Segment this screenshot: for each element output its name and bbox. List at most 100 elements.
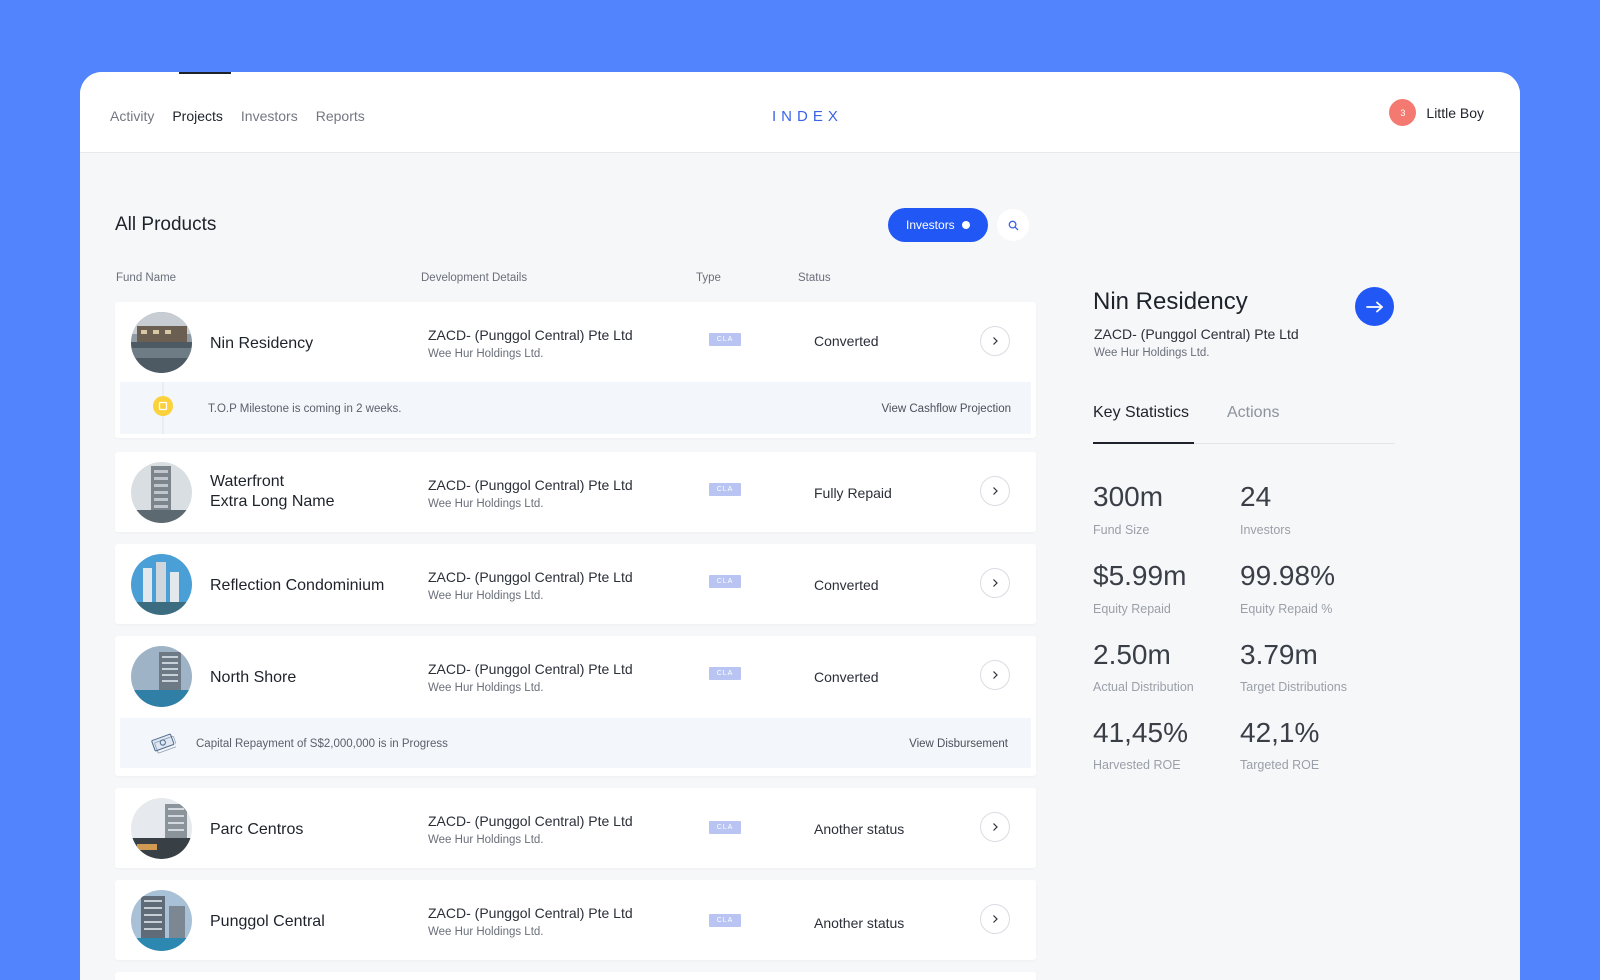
note-text: Capital Repayment of S$2,000,000 is in P… [196,738,448,750]
milestone-icon [153,382,173,434]
stat-label: Equity Repaid % [1240,602,1333,616]
status-text: Converted [814,669,879,685]
chevron-right-icon [993,671,998,679]
development-name: ZACD- (Punggol Central) Pte Ltd [428,661,633,677]
stat-label: Targeted ROE [1240,758,1320,772]
search-button[interactable] [997,209,1029,241]
fund-name[interactable]: Reflection Condominium [210,577,385,594]
nav-reports[interactable]: Reports [315,108,365,124]
open-row-button[interactable] [980,660,1010,690]
table-row[interactable]: Punggol Central ZACD- (Punggol Central) … [115,880,1036,960]
development-name: ZACD- (Punggol Central) Pte Ltd [428,569,633,585]
development-name: ZACD- (Punggol Central) Pte Ltd [428,813,633,829]
fund-name[interactable]: Parc Centros [210,821,304,838]
chevron-right-icon [993,487,998,495]
project-thumbnail [131,798,192,859]
type-tag: CLA [709,821,741,834]
stat-label: Actual Distribution [1093,680,1194,694]
column-header-development[interactable]: Development Details [421,272,528,284]
stat-label: Harvested ROE [1093,758,1181,772]
view-cashflow-link[interactable]: View Cashflow Projection [881,403,1011,415]
table-row[interactable]: Reflection Condominium ZACD- (Punggol Ce… [115,544,1036,624]
view-disbursement-link[interactable]: View Disbursement [909,738,1008,750]
table-row[interactable]: Nin Residency ZACD- (Punggol Central) Pt… [115,302,1036,438]
project-thumbnail [131,646,192,707]
open-row-button[interactable] [980,568,1010,598]
stat-value: 24 [1240,481,1272,512]
developer: Wee Hur Holdings Ltd. [428,348,544,360]
table-row[interactable]: North Shore ZACD- (Punggol Central) Pte … [115,636,1036,776]
tab-active-indicator [1093,442,1194,444]
app-window: Activity Projects Investors Reports INDE… [80,72,1520,980]
stat-label: Target Distributions [1240,680,1347,694]
developer: Wee Hur Holdings Ltd. [428,926,544,938]
column-header-type[interactable]: Type [696,272,721,284]
nav-projects[interactable]: Projects [172,108,223,124]
stat-value: 2.50m [1093,639,1171,670]
type-tag: CLA [709,575,741,588]
detail-developer: Wee Hur Holdings Ltd. [1094,347,1210,359]
open-row-button[interactable] [980,326,1010,356]
stat-value: 300m [1093,481,1164,512]
status-text: Another status [814,915,905,931]
type-tag: CLA [709,483,741,496]
stat-value: 99.98% [1240,560,1335,591]
open-row-button[interactable] [980,812,1010,842]
status-text: Converted [814,333,879,349]
open-row-button[interactable] [980,476,1010,506]
chevron-right-icon [993,823,998,831]
top-bar: Activity Projects Investors Reports INDE… [80,72,1520,153]
developer: Wee Hur Holdings Ltd. [428,498,544,510]
project-thumbnail [131,554,192,615]
arrow-right-icon [1365,301,1383,312]
tab-key-statistics[interactable]: Key Statistics [1093,404,1190,421]
nav-activity[interactable]: Activity [110,108,155,124]
table-row[interactable]: Waterfront Extra Long Name ZACD- (Punggo… [115,452,1036,532]
user-menu[interactable]: 3 Little Boy [1389,99,1484,126]
stat-value: 41,45% [1093,717,1188,748]
repayment-note: Capital Repayment of S$2,000,000 is in P… [120,718,1031,768]
fund-name-line1: Waterfront [210,473,285,490]
fund-name[interactable]: Waterfront Extra Long Name [210,472,335,512]
column-header-fund-name[interactable]: Fund Name [116,272,177,284]
stat-label: Equity Repaid [1093,602,1171,616]
detail-development: ZACD- (Punggol Central) Pte Ltd [1094,326,1299,342]
detail-title: Nin Residency [1093,288,1248,315]
stat-label: Investors [1240,523,1291,537]
open-project-button[interactable] [1355,287,1394,326]
open-row-button[interactable] [980,904,1010,934]
chevron-right-icon [993,579,998,587]
brand-logo[interactable]: INDEX [772,108,843,125]
table-row[interactable] [115,972,1036,980]
developer: Wee Hur Holdings Ltd. [428,834,544,846]
nav-investors[interactable]: Investors [240,108,298,124]
fund-name[interactable]: Nin Residency [210,335,314,352]
nav-active-indicator [179,72,231,74]
chevron-right-icon [993,337,998,345]
stat-value: $5.99m [1093,560,1187,591]
type-tag: CLA [709,333,741,346]
filter-dot-icon [961,221,970,229]
avatar[interactable]: 3 [1389,99,1417,126]
detail-tabs: Key Statistics Actions [1093,402,1395,444]
project-thumbnail [131,890,192,951]
project-thumbnail [131,462,192,523]
milestone-note: T.O.P Milestone is coming in 2 weeks. Vi… [120,382,1031,434]
fund-name[interactable]: North Shore [210,669,297,686]
development-name: ZACD- (Punggol Central) Pte Ltd [428,905,633,921]
note-text: T.O.P Milestone is coming in 2 weeks. [208,403,402,415]
status-text: Another status [814,821,905,837]
investors-filter-button[interactable]: Investors [888,208,988,242]
column-header-status[interactable]: Status [798,272,831,284]
main-nav: Activity Projects Investors Reports [110,108,365,124]
search-icon [1008,220,1018,230]
table-row[interactable]: Parc Centros ZACD- (Punggol Central) Pte… [115,788,1036,868]
tab-actions[interactable]: Actions [1227,404,1280,421]
developer: Wee Hur Holdings Ltd. [428,590,544,602]
user-name[interactable]: Little Boy [1426,104,1484,121]
developer: Wee Hur Holdings Ltd. [428,682,544,694]
project-thumbnail [131,312,192,373]
development-name: ZACD- (Punggol Central) Pte Ltd [428,327,633,343]
fund-name[interactable]: Punggol Central [210,913,325,930]
stat-value: 42,1% [1240,717,1320,748]
